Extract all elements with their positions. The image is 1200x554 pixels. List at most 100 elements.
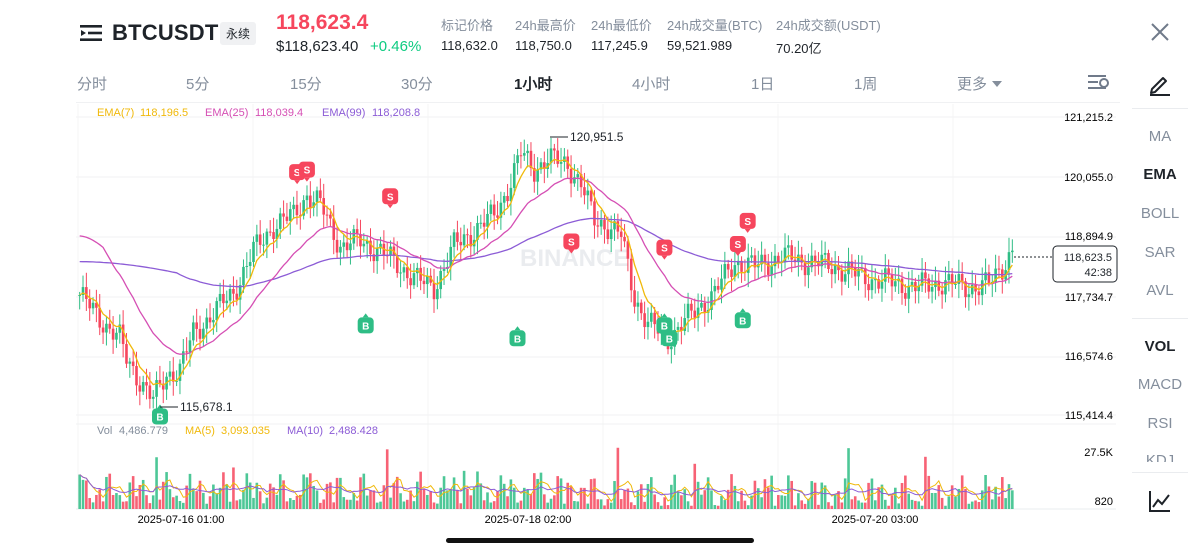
line-chart-tool-icon[interactable] <box>1148 489 1172 513</box>
volume-bar <box>803 503 807 509</box>
tab-1w[interactable]: 1周 <box>854 76 878 93</box>
volume-bar <box>262 503 265 509</box>
candle-body <box>536 169 539 182</box>
tab-4h[interactable]: 4小时 <box>632 76 671 93</box>
tab-1d[interactable]: 1日 <box>751 76 775 93</box>
tab-more[interactable]: 更多 <box>957 73 1003 94</box>
symbol-title[interactable]: BTCUSDT <box>112 20 219 45</box>
volume-bar <box>319 502 322 509</box>
menu-lines-icon[interactable] <box>80 24 102 42</box>
volume-bar <box>910 499 914 509</box>
indicator-vol[interactable]: VOL <box>1144 338 1176 355</box>
volume-bar <box>606 499 610 509</box>
volume-bar <box>489 502 493 509</box>
stat-value-24h-low: 117,245.9 <box>591 38 648 53</box>
indicator-macd[interactable]: MACD <box>1137 376 1183 393</box>
buy-marker: B <box>509 326 526 347</box>
indicator-avl[interactable]: AVL <box>1146 282 1174 299</box>
candle-body <box>920 272 924 286</box>
sell-marker-badge <box>298 161 315 178</box>
indicator-boll[interactable]: BOLL <box>1140 205 1180 222</box>
candle-body <box>830 269 834 275</box>
candle-body <box>984 272 987 281</box>
candle-body <box>105 323 108 333</box>
candle-body <box>469 235 473 247</box>
stat-label-24h-high: 24h最高价 <box>515 18 576 33</box>
candle-body <box>85 287 88 299</box>
candle-body <box>496 215 499 218</box>
candle-body <box>188 340 192 353</box>
volume-bar <box>713 505 717 509</box>
volume-bar <box>258 491 262 509</box>
candle-body <box>362 243 366 247</box>
candle-body <box>746 257 750 273</box>
chart-settings-icon[interactable] <box>1088 73 1110 91</box>
candle-body <box>773 255 777 267</box>
indicator-sar[interactable]: SAR <box>1144 244 1176 261</box>
volume-bar <box>272 487 275 509</box>
draw-pen-icon[interactable] <box>1148 72 1172 96</box>
ema99-line <box>79 217 1013 288</box>
candle-body <box>258 234 262 245</box>
tab-5m[interactable]: 5分 <box>186 76 210 93</box>
vol-ma10-value: 2,488.428 <box>329 425 378 437</box>
usd-price: $118,623.40 <box>276 38 359 55</box>
volume-bar <box>820 482 824 509</box>
candle-body <box>155 380 158 397</box>
indicator-ema[interactable]: EMA <box>1143 166 1177 183</box>
candle-body <box>750 255 753 258</box>
candle-body <box>543 162 546 169</box>
volume-bar <box>459 503 463 509</box>
volume-bar <box>773 505 777 509</box>
volume-bar <box>282 480 285 509</box>
volume-bar <box>650 477 653 509</box>
candle-body <box>145 382 148 386</box>
indicator-kdj-clip: KDJ <box>1130 452 1190 462</box>
close-icon[interactable] <box>1150 22 1170 42</box>
tab-1h[interactable]: 1小时 <box>514 76 553 93</box>
tab-30m[interactable]: 30分 <box>401 76 433 93</box>
candle-body <box>462 234 466 246</box>
tab-15m[interactable]: 15分 <box>290 76 322 93</box>
buy-marker-pointer <box>661 313 668 318</box>
legend-ema25-value: 118,039.4 <box>255 107 303 119</box>
indicator-kdj[interactable]: KDJ <box>1145 452 1175 462</box>
candle-body <box>529 150 533 169</box>
high-label: 120,951.5 <box>570 130 624 144</box>
candle-body <box>596 225 600 227</box>
volume-bar <box>890 495 894 509</box>
candle-body <box>121 324 125 345</box>
buy-marker: B <box>357 313 374 334</box>
volume-bar <box>118 495 122 509</box>
indicator-rsi[interactable]: RSI <box>1147 415 1173 432</box>
sell-marker-letter: S <box>744 217 751 228</box>
candle-body <box>456 232 459 242</box>
indicator-ma[interactable]: MA <box>1148 128 1172 145</box>
candle-body <box>108 323 112 329</box>
vol-ma10-name: MA(10) <box>287 425 323 437</box>
volume-bar <box>994 486 997 509</box>
candle-body <box>636 302 640 307</box>
volume-bar <box>646 484 650 509</box>
volume-bar <box>81 479 85 509</box>
candle-body <box>125 344 128 364</box>
volume-bar <box>543 494 546 509</box>
volume-bar <box>750 495 753 509</box>
volume-bar <box>175 495 178 509</box>
buy-marker-pointer <box>362 313 369 318</box>
volume-bar <box>275 494 279 509</box>
tab-time-sharing[interactable]: 分时 <box>77 76 108 93</box>
candle-body <box>349 243 352 251</box>
volume-bar <box>619 499 623 509</box>
volume-bar <box>686 501 690 509</box>
buy-marker-badge <box>661 330 678 347</box>
volume-bar <box>673 474 676 509</box>
candle-body <box>843 274 847 282</box>
volume-bar <box>800 500 804 509</box>
buy-marker-pointer <box>514 326 521 331</box>
volume-bar <box>1004 498 1007 509</box>
legend-ema99-value: 118,208.8 <box>372 107 420 119</box>
candle-body <box>576 174 580 178</box>
sell-marker: S <box>729 236 746 257</box>
